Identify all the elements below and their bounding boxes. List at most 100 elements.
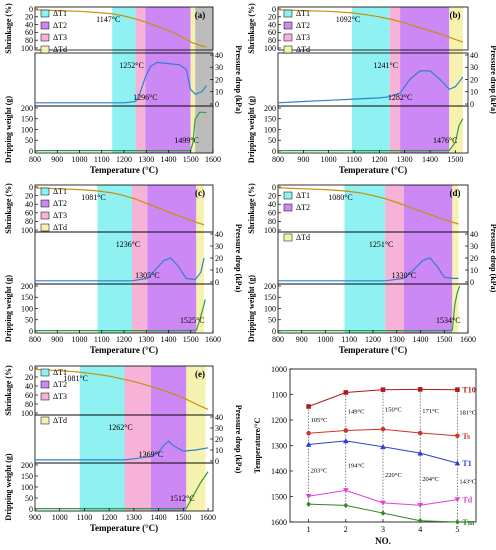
legend-swatch-0 (283, 191, 293, 200)
pressure-tick-label: 30 (215, 424, 223, 433)
marker-triangle (305, 441, 312, 447)
pressure-line (35, 257, 205, 282)
pressure-tick-label: 10 (215, 88, 223, 97)
temperature-band-0 (112, 7, 136, 153)
weight-annotation: 1512°C (170, 494, 195, 503)
x-tick-label: 1200 (371, 155, 387, 164)
summary-y-tick-label: 1400 (271, 467, 287, 476)
legend-swatch-0 (40, 9, 50, 18)
legend-label-2: ΔT3 (53, 211, 67, 220)
shrinkage-tick-label: 80 (268, 217, 276, 226)
legend-label-0: ΔT1 (296, 9, 310, 18)
summary-x-tick-label: 4 (418, 525, 422, 534)
summary-y-axis-label: Temperature/°C (253, 417, 262, 473)
legend-swatch-3 (40, 45, 50, 54)
pressure-axis-label: Pressure drop (kPa) (234, 45, 243, 114)
pressure-tick-label: 20 (215, 75, 223, 84)
x-tick-label: 800 (29, 335, 41, 344)
marker-square (380, 387, 386, 392)
pressure-tick-label: 30 (215, 242, 223, 251)
legend-swatch-2 (283, 33, 293, 42)
x-tick-label: 1000 (72, 155, 88, 164)
summary-chart: 1000 1100 1200 1300 1400 1500 1600 1 2 3 4 5 NO. Temp… (253, 365, 477, 546)
weight-annotation: 1476°C (433, 136, 458, 145)
temperature-band-1 (385, 185, 404, 333)
marker-circle (417, 430, 423, 436)
shrinkage-tick-label: 60 (268, 28, 276, 37)
shrinkage-annotation: 1080°C (328, 193, 353, 202)
marker-square (343, 390, 349, 395)
series-label-T1: T1 (462, 459, 471, 468)
summary-x-axis-label: NO. (375, 536, 391, 546)
pressure-tick-label: 40 (215, 230, 223, 239)
marker-circle (380, 426, 386, 432)
x-axis-label: Temperature (°C) (90, 523, 158, 533)
legend-label-3: ΔTd (53, 416, 67, 425)
legend-swatch-1 (40, 199, 50, 208)
temperature-band-4 (195, 7, 213, 153)
weight-tick-label: 0 (29, 327, 33, 336)
series-label-T10: T10 (462, 386, 475, 395)
panel-label: (c) (195, 188, 205, 198)
shrinkage-tick-label: 60 (25, 28, 33, 37)
pressure-line (278, 257, 459, 282)
x-tick-label: 1100 (94, 335, 110, 344)
summary-x-tick-label: 2 (344, 525, 348, 534)
pressure-tick-label: 0 (215, 457, 219, 466)
pressure-tick-label: 40 (215, 413, 223, 422)
legend-swatch-0 (40, 187, 50, 196)
difference-lower-label: 194°C (348, 463, 365, 470)
temperature-band-3 (452, 185, 459, 333)
pressure-tick-label: 10 (470, 266, 478, 275)
legend-label-0: ΔT1 (296, 191, 310, 200)
x-tick-label: 1600 (200, 513, 216, 522)
x-tick-label: 1200 (116, 155, 132, 164)
x-tick-label: 1000 (318, 335, 334, 344)
marker-diamond (306, 501, 311, 507)
x-tick-label: 1600 (205, 335, 221, 344)
temperature-band-3 (449, 7, 463, 153)
marker-circle (455, 433, 460, 439)
marker-diamond (455, 519, 460, 525)
pressure-tick-label: 10 (215, 446, 223, 455)
x-tick-label: 900 (296, 335, 308, 344)
difference-upper-label: 150°C (385, 406, 402, 413)
legend-swatch-2 (40, 392, 50, 401)
legend-label-2: ΔT3 (53, 392, 67, 401)
shrinkage-tick-label: 80 (25, 217, 33, 226)
weight-axis-label: Dripping weight (g) (247, 275, 256, 342)
shrinkage-tick-label: 80 (25, 400, 33, 409)
pressure-annotation: 1369°C (139, 450, 164, 459)
temperature-band-1 (132, 185, 148, 333)
temperature-band-1 (389, 7, 401, 153)
x-tick-label: 800 (272, 335, 284, 344)
marker-diamond (343, 502, 349, 509)
shrinkage-tick-label: 80 (268, 36, 276, 45)
temperature-band-0 (344, 185, 386, 333)
legend-swatch-3 (40, 416, 50, 425)
x-axis-label: Temperature (°C) (90, 165, 158, 175)
summary-y-tick-label: 1300 (271, 441, 287, 450)
summary-x-tick-label: 3 (381, 525, 385, 534)
weight-tick-label: 0 (272, 327, 276, 336)
x-tick-label: 1000 (52, 513, 68, 522)
marker-circle (343, 428, 349, 433)
difference-lower-label: 203°C (311, 467, 328, 474)
shrinkage-annotation: 1092°C (336, 15, 361, 24)
pressure-tick-label: 40 (470, 230, 478, 239)
shrinkage-tick-label: 40 (25, 200, 33, 209)
x-tick-label: 1400 (151, 513, 167, 522)
shrinkage-tick-label: 100 (21, 226, 33, 235)
pressure-tick-label: 0 (215, 100, 219, 109)
legend-swatch-1 (283, 203, 293, 212)
shrinkage-axis-label: Shrinkage (%) (247, 183, 256, 234)
marker-diamond (380, 510, 386, 516)
pressure-annotation: 1236°C (116, 240, 141, 249)
shrinkage-axis-label: Shrinkage (%) (4, 3, 13, 54)
weight-tick-label: 100 (21, 125, 33, 134)
legend-label-3: ΔTd (53, 45, 67, 54)
marker-triangle-down (343, 488, 349, 494)
x-tick-label: 1000 (72, 335, 88, 344)
